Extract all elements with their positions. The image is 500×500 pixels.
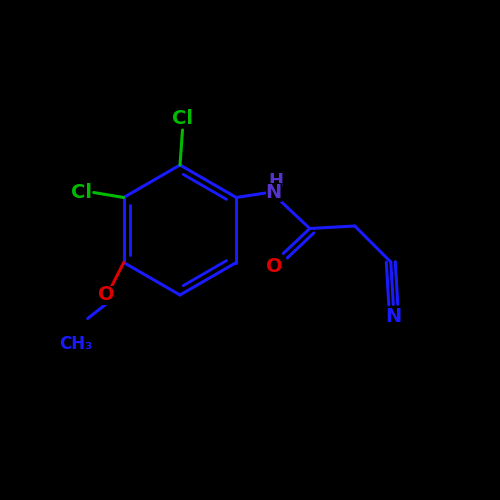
Text: Cl: Cl bbox=[172, 109, 193, 128]
Text: CH₃: CH₃ bbox=[60, 335, 93, 353]
Text: O: O bbox=[98, 286, 114, 304]
Text: N: N bbox=[266, 183, 282, 202]
Text: O: O bbox=[266, 256, 283, 276]
Text: N: N bbox=[385, 308, 402, 326]
Text: H: H bbox=[269, 172, 284, 190]
Text: Cl: Cl bbox=[70, 183, 92, 202]
